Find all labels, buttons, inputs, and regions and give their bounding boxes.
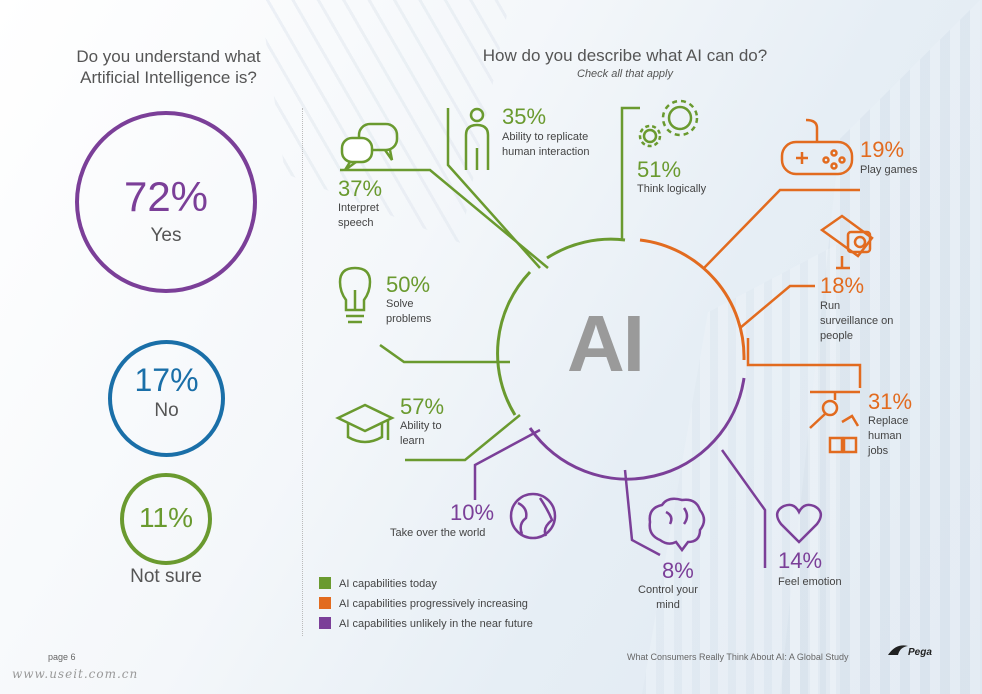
footer-title: What Consumers Really Think About AI: A … bbox=[627, 652, 849, 662]
answer-notsure-circle: 11% bbox=[120, 473, 212, 565]
answer-notsure-label: Not sure bbox=[130, 566, 202, 587]
answer-yes-pct: 72% bbox=[123, 173, 209, 220]
gears-icon bbox=[638, 99, 699, 148]
answer-no-label: No bbox=[154, 400, 179, 421]
answer-notsure-pct: 11% bbox=[139, 502, 193, 533]
stat-replace-jobs-label: Replace human jobs bbox=[868, 415, 909, 457]
lightbulb-icon bbox=[338, 266, 372, 324]
stat-human-interaction-pct: 35% bbox=[502, 104, 547, 129]
brain-icon bbox=[648, 497, 706, 553]
stat-control-mind-label: Control your mind bbox=[638, 584, 698, 611]
legend-swatch bbox=[319, 597, 331, 609]
globe-icon bbox=[509, 492, 557, 540]
heart-icon bbox=[775, 503, 823, 544]
gamepad-icon bbox=[780, 118, 854, 176]
stat-solve-problems-label: Solve problems bbox=[386, 298, 432, 325]
legend-swatch bbox=[319, 617, 331, 629]
stat-play-games-pct: 19% bbox=[860, 137, 905, 162]
page-number: page 6 bbox=[48, 652, 76, 662]
answer-yes-label: Yes bbox=[150, 225, 182, 246]
watermark: www.useit.com.cn bbox=[12, 667, 139, 681]
left-question: Do you understand what Artificial Intell… bbox=[76, 47, 261, 87]
legend-item-unlikely: AI capabilities unlikely in the near fut… bbox=[319, 617, 533, 630]
stat-interpret-speech-label: Interpret speech bbox=[338, 202, 379, 229]
legend-item-today: AI capabilities today bbox=[319, 577, 437, 590]
stat-feel-emotion-pct: 14% bbox=[778, 548, 823, 573]
legend-label: AI capabilities unlikely in the near fut… bbox=[339, 618, 533, 630]
stat-take-over-label: Take over the world bbox=[390, 527, 486, 539]
stat-solve-problems-pct: 50% bbox=[386, 272, 431, 297]
robot-arm-icon bbox=[809, 390, 860, 454]
stat-think-logically-pct: 51% bbox=[637, 157, 682, 182]
camera-icon bbox=[819, 214, 874, 270]
stat-control-mind-pct: 8% bbox=[662, 558, 694, 583]
graduation-cap-icon bbox=[335, 403, 395, 444]
stat-surveillance-pct: 18% bbox=[820, 273, 865, 298]
stat-take-over-pct: 10% bbox=[450, 500, 495, 525]
stat-replace-jobs-pct: 31% bbox=[868, 389, 913, 414]
person-icon bbox=[464, 107, 490, 170]
stat-human-interaction-label: Ability to replicate human interaction bbox=[502, 131, 590, 158]
stat-surveillance-label: Run surveillance on people bbox=[820, 300, 894, 342]
pega-logo-icon bbox=[888, 645, 908, 655]
speech-bubbles-icon bbox=[340, 122, 399, 172]
legend-item-increasing: AI capabilities progressively increasing bbox=[319, 597, 528, 610]
stat-ability-learn-pct: 57% bbox=[400, 394, 445, 419]
stat-play-games-label: Play games bbox=[860, 164, 918, 176]
legend-swatch bbox=[319, 577, 331, 589]
stat-interpret-speech-pct: 37% bbox=[338, 176, 383, 201]
column-divider bbox=[302, 108, 303, 636]
stat-feel-emotion-label: Feel emotion bbox=[778, 576, 842, 588]
right-question: How do you describe what AI can do? bbox=[482, 46, 768, 65]
right-subtitle: Check all that apply bbox=[577, 68, 673, 80]
pega-logo-text: Pega bbox=[908, 647, 932, 658]
stat-think-logically-label: Think logically bbox=[637, 183, 707, 195]
answer-no-pct: 17% bbox=[134, 362, 199, 398]
ai-center-label: AI bbox=[567, 299, 645, 388]
answer-no-circle: 17% No bbox=[108, 340, 225, 457]
stat-ability-learn-label: Ability to learn bbox=[400, 420, 442, 447]
legend-label: AI capabilities today bbox=[339, 578, 437, 590]
answer-yes-circle: 72% Yes bbox=[75, 111, 257, 293]
pega-logo: Pega bbox=[888, 643, 932, 658]
legend-label: AI capabilities progressively increasing bbox=[339, 598, 528, 610]
